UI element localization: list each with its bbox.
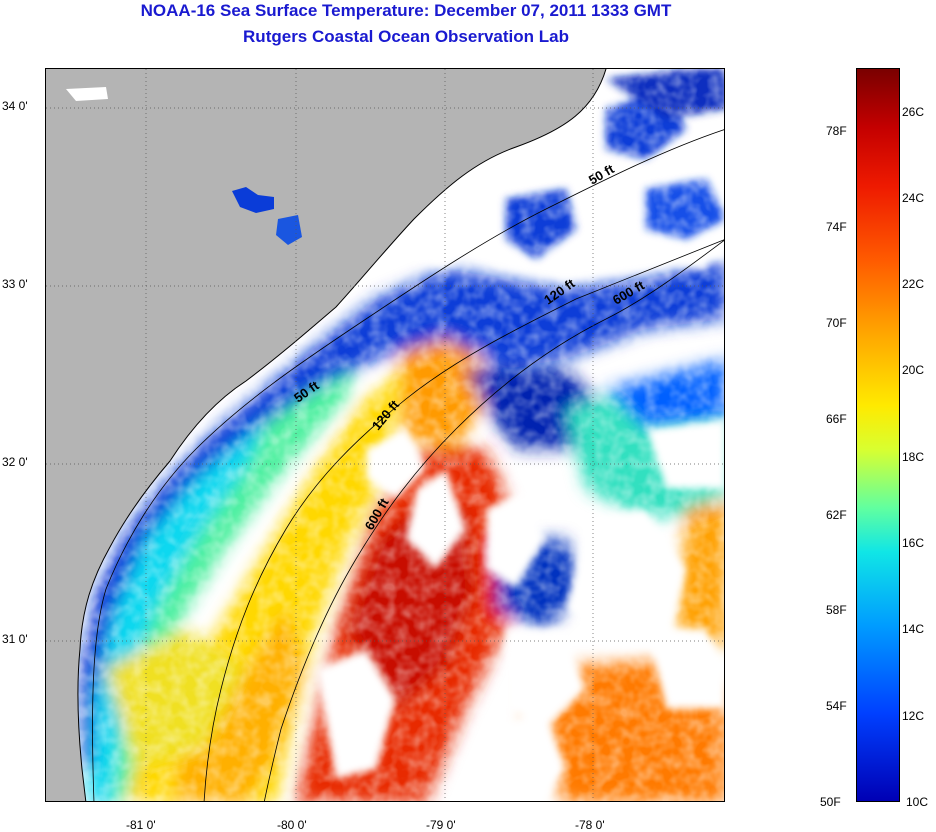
graticule (46, 69, 724, 801)
colorbar-fahrenheit-label: 78F (826, 124, 847, 138)
colorbar-celsius-label: 16C (902, 536, 925, 550)
colorbar-fahrenheit-label: 74F (826, 220, 847, 234)
colorbar-celsius-label: 24C (902, 191, 925, 205)
latitude-label: 31 0' (2, 632, 28, 646)
coastline (77, 69, 607, 801)
colorbar-celsius-label: 18C (902, 450, 925, 464)
colorbar-celsius-label: 22C (902, 277, 925, 291)
longitude-label: -78 0' (575, 818, 605, 832)
map-title: NOAA-16 Sea Surface Temperature: Decembe… (140, 1, 672, 20)
latitude-label: 32 0' (2, 455, 28, 469)
colorbar-celsius-label: 10C (906, 795, 929, 809)
longitude-label: -80 0' (277, 818, 307, 832)
colorbar-fahrenheit-label: 50F (820, 795, 841, 809)
latitude-label: 33 0' (2, 277, 28, 291)
longitude-label: -79 0' (426, 818, 456, 832)
map-subtitle: Rutgers Coastal Ocean Observation Lab (243, 27, 569, 46)
sst-map[interactable]: 50 ft 120 ft 600 ft 50 ft 120 ft 600 ft (45, 68, 725, 802)
latitude-label: 34 0' (2, 99, 28, 113)
colorbar-fahrenheit-label: 70F (826, 316, 847, 330)
colorbar-celsius-label: 12C (902, 709, 925, 723)
isobath-600ft (264, 239, 724, 801)
isobath-50ft (92, 129, 724, 801)
isobath-120ft (203, 239, 724, 801)
colorbar-celsius-label: 20C (902, 363, 925, 377)
sst-map-canvas: 50 ft 120 ft 600 ft 50 ft 120 ft 600 ft (46, 69, 724, 801)
colorbar-fahrenheit-label: 54F (826, 699, 847, 713)
colorbar-celsius-label: 26C (902, 105, 925, 119)
temperature-colorbar (856, 68, 900, 802)
inland-water-patches (66, 87, 302, 245)
longitude-label: -81 0' (126, 818, 156, 832)
colorbar-fahrenheit-label: 66F (826, 412, 847, 426)
colorbar-celsius-label: 14C (902, 622, 925, 636)
colorbar-fahrenheit-label: 62F (826, 508, 847, 522)
colorbar-fahrenheit-label: 58F (826, 603, 847, 617)
